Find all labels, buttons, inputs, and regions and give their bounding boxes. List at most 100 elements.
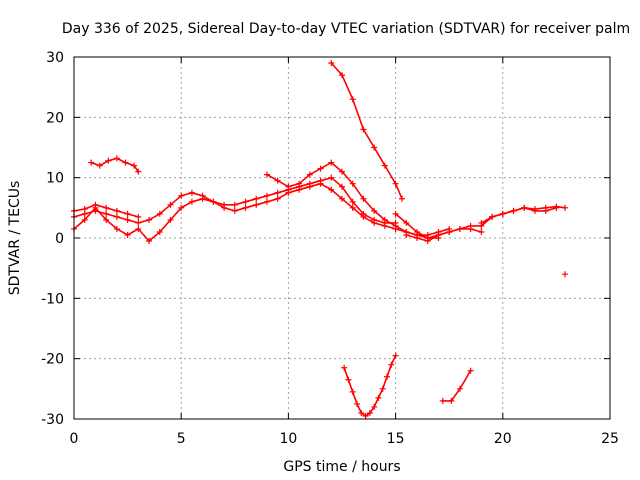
data-point (478, 219, 485, 226)
y-tick-label: -20 (41, 352, 64, 368)
grid (74, 57, 610, 419)
data-point (296, 186, 303, 193)
data-point (328, 186, 335, 193)
data-point (274, 189, 281, 196)
x-tick-label: 10 (279, 431, 297, 447)
data-point (113, 225, 120, 232)
data-point (178, 192, 185, 199)
series-track-10 (341, 352, 399, 419)
data-point (96, 162, 103, 169)
data-point (263, 192, 270, 199)
data-point (274, 195, 281, 202)
data-point (92, 201, 99, 208)
data-series (71, 60, 568, 419)
data-point (362, 412, 369, 419)
series-track-11 (439, 367, 474, 404)
data-point (135, 213, 142, 220)
data-point (231, 207, 238, 214)
series-line (442, 369, 472, 402)
series-track-1 (71, 174, 399, 226)
data-point (561, 204, 568, 211)
y-tick-label: -10 (41, 291, 64, 307)
data-point (231, 201, 238, 208)
data-point (263, 171, 270, 178)
data-point (381, 216, 388, 223)
data-point (467, 225, 474, 232)
data-point (542, 207, 549, 214)
data-point (285, 189, 292, 196)
series-track-5 (263, 159, 453, 238)
data-point (296, 180, 303, 187)
series-line (265, 161, 451, 236)
data-point (124, 210, 131, 217)
data-point (403, 219, 410, 226)
data-point (439, 397, 446, 404)
data-point (448, 397, 455, 404)
data-point (135, 219, 142, 226)
data-point (399, 195, 406, 202)
data-point (561, 271, 568, 278)
x-tick-label: 20 (494, 431, 512, 447)
data-point (349, 198, 356, 205)
series-line (330, 61, 404, 200)
data-point (146, 238, 153, 245)
data-point (349, 388, 356, 395)
data-point (210, 198, 217, 205)
data-point (467, 367, 474, 374)
data-point (360, 213, 367, 220)
y-tick-label: 30 (46, 50, 64, 66)
data-point (349, 180, 356, 187)
data-point (358, 409, 365, 416)
data-point (379, 385, 386, 392)
series-line (73, 176, 397, 224)
data-point (339, 168, 345, 175)
y-tick-label: 10 (46, 171, 64, 187)
data-point (263, 198, 270, 205)
data-point (135, 225, 142, 232)
data-point (113, 207, 120, 214)
data-point (131, 162, 138, 169)
data-point (354, 400, 361, 407)
data-point (392, 180, 399, 187)
series-track-9 (328, 60, 406, 202)
data-point (392, 352, 399, 359)
series-track-3 (88, 155, 142, 175)
data-point (188, 198, 195, 205)
data-point (339, 195, 345, 202)
series-outlier (561, 271, 568, 278)
data-point (435, 231, 442, 238)
y-tick-label: 0 (55, 231, 64, 247)
data-point (381, 222, 388, 229)
data-point (167, 216, 174, 223)
series-track-2 (71, 180, 442, 245)
data-point (360, 126, 367, 133)
data-point (122, 159, 129, 166)
data-point (349, 204, 356, 211)
y-tick-label: 20 (46, 110, 64, 126)
data-point (403, 231, 410, 238)
data-point (339, 72, 345, 79)
data-point (371, 403, 378, 410)
data-point (88, 159, 95, 166)
data-point (414, 228, 421, 235)
data-point (328, 60, 335, 67)
data-point (105, 157, 112, 164)
data-point (360, 195, 367, 202)
data-point (489, 213, 496, 220)
data-point (156, 228, 163, 235)
y-tick-label: -30 (41, 412, 64, 428)
data-point (371, 144, 378, 151)
data-point (124, 216, 131, 223)
chart-title: Day 336 of 2025, Sidereal Day-to-day VTE… (62, 21, 630, 37)
series-track-7 (403, 225, 485, 245)
data-point (424, 238, 431, 245)
data-point (345, 376, 352, 383)
x-tick-label: 15 (387, 431, 405, 447)
data-point (113, 213, 120, 220)
x-axis-label: GPS time / hours (283, 459, 400, 475)
data-point (553, 204, 560, 211)
data-point (446, 228, 453, 235)
data-point (253, 195, 260, 202)
data-point (317, 165, 324, 172)
